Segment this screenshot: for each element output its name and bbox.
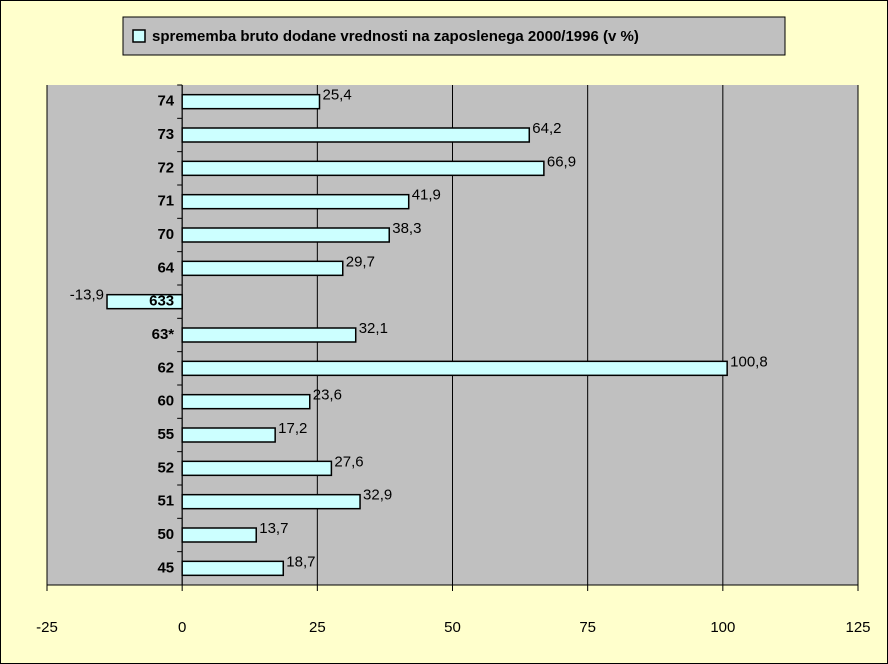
bar [181,227,390,243]
y-tick-label: 52 [157,459,174,476]
bar [181,127,531,143]
bar [181,260,344,277]
data-label: 17,2 [278,420,307,437]
y-tick-label: 73 [157,126,174,143]
y-tick-label: 72 [157,159,174,176]
legend-swatch [132,29,146,43]
x-tick-label: 75 [579,619,596,636]
legend-box [122,16,786,56]
bar [181,193,410,210]
bar [181,460,333,477]
y-tick-label: 74 [157,93,174,110]
data-label: 13,7 [259,520,288,537]
bar [181,93,321,110]
data-label: 29,7 [346,253,375,270]
data-label: 66,9 [547,153,576,170]
data-label: -13,9 [70,287,104,304]
y-tick-label: 60 [157,393,174,410]
data-label: 38,3 [392,220,421,237]
y-tick-label: 633 [149,293,174,310]
y-tick-label: 51 [157,493,174,510]
legend-label: sprememba bruto dodane vrednosti na zapo… [152,28,639,45]
bar [181,327,357,343]
y-tick-label: 64 [157,259,174,276]
x-tick-label: 125 [845,619,870,636]
bar [181,527,257,543]
bar [181,493,361,510]
y-tick-label: 70 [157,226,174,243]
bar [106,293,183,310]
bar [181,427,276,443]
x-tick-label: 25 [309,619,326,636]
y-tick-label: 63* [152,326,175,343]
y-tick-label: 45 [157,559,174,576]
data-label: 64,2 [532,120,561,137]
data-label: 32,1 [359,320,388,337]
bar [181,560,285,577]
x-tick-label: 100 [710,619,735,636]
x-tick-label: -25 [36,619,58,636]
data-label: 18,7 [286,553,315,570]
x-tick-label: 0 [178,619,186,636]
y-tick-label: 50 [157,526,174,543]
bar [181,393,311,410]
bar [181,360,728,377]
data-label: 41,9 [412,187,441,204]
data-label: 27,6 [334,453,363,470]
data-label: 32,9 [363,487,392,504]
data-label: 25,4 [322,87,351,104]
data-label: 23,6 [313,387,342,404]
y-tick-label: 62 [157,359,174,376]
bar [181,160,545,177]
y-tick-label: 55 [157,426,174,443]
y-tick-label: 71 [157,193,174,210]
x-tick-label: 50 [444,619,461,636]
data-label: 100,8 [730,353,768,370]
